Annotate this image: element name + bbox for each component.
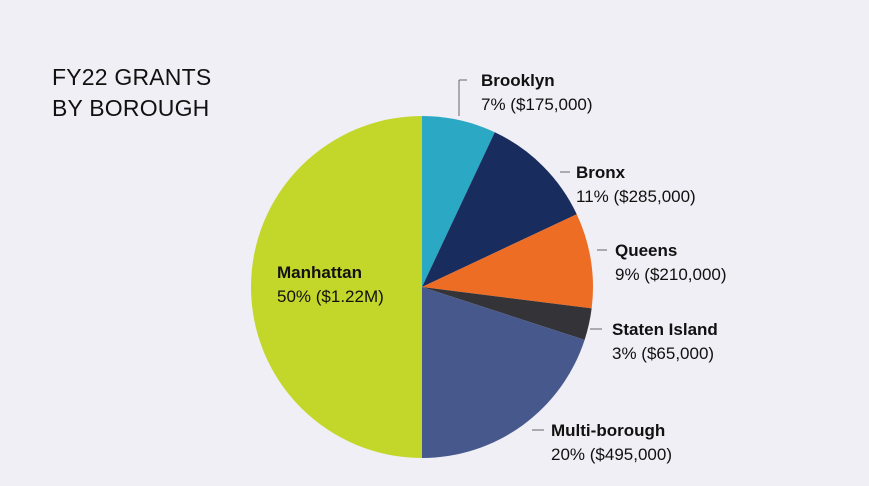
slice-label-manhattan: Manhattan [277, 263, 362, 282]
pie-slice-multi-borough [422, 287, 585, 458]
slice-value-queens: 9% ($210,000) [615, 265, 727, 284]
chart-title: FY22 GRANTS BY BOROUGH [52, 62, 211, 124]
slice-value-bronx: 11% ($285,000) [576, 187, 696, 206]
slice-label-bronx: Bronx [576, 163, 626, 182]
slice-value-manhattan: 50% ($1.22M) [277, 287, 384, 306]
slice-label-brooklyn: Brooklyn [481, 71, 555, 90]
slice-value-multi-borough: 20% ($495,000) [551, 445, 672, 464]
slice-label-staten-island: Staten Island [612, 320, 718, 339]
pie-slice-brooklyn [422, 116, 495, 287]
chart-title-line-1: FY22 GRANTS [52, 64, 212, 90]
slice-value-staten-island: 3% ($65,000) [612, 344, 714, 363]
slice-label-multi-borough: Multi-borough [551, 421, 665, 440]
pie-slice-queens [422, 214, 593, 309]
slice-label-queens: Queens [615, 241, 677, 260]
pie-slice-bronx [422, 132, 577, 287]
pie-slice-staten-island [422, 287, 592, 340]
pie-slice-manhattan [251, 116, 422, 458]
chart-title-line-2: BY BOROUGH [52, 95, 210, 121]
slice-value-brooklyn: 7% ($175,000) [481, 95, 593, 114]
